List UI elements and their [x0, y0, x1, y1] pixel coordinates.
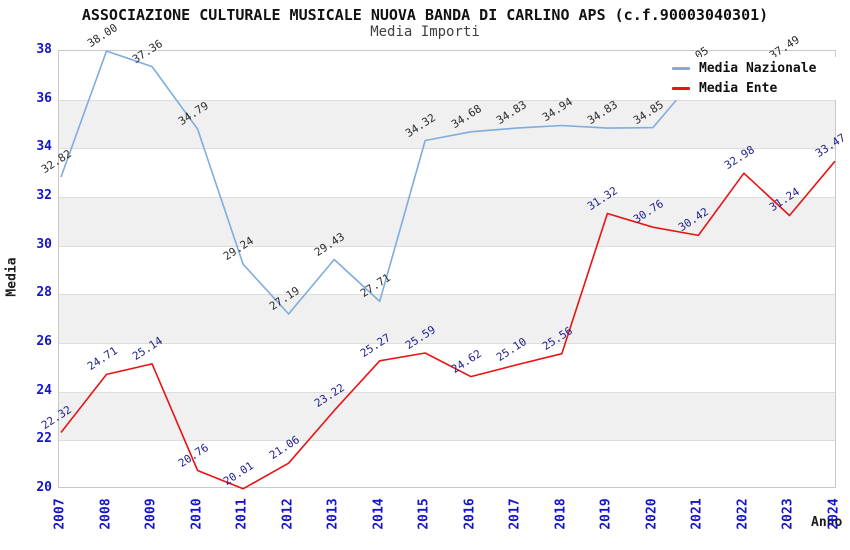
y-tick-label: 22 — [36, 431, 52, 447]
x-tick-label: 2022 — [735, 498, 751, 530]
x-tick-label: 2021 — [689, 498, 705, 530]
series-line-1 — [60, 160, 836, 490]
x-tick-label: 2018 — [553, 498, 569, 530]
x-tick-label: 2007 — [52, 498, 68, 530]
y-tick-label: 26 — [36, 334, 52, 349]
legend-swatch-blue — [672, 67, 690, 71]
y-tick-label: 28 — [36, 285, 52, 301]
series-lines — [60, 50, 836, 490]
gridline — [59, 294, 835, 296]
series-line-0 — [60, 50, 790, 315]
plot-area — [58, 50, 836, 490]
gridline — [59, 391, 835, 393]
legend-label: Media Ente — [699, 80, 778, 96]
x-axis-label: Anno — [811, 515, 843, 530]
x-tick-label: 2012 — [280, 498, 296, 530]
legend: Media Nazionale Media Ente — [662, 57, 836, 100]
y-tick-label: 24 — [36, 382, 52, 398]
plot-band — [59, 294, 835, 343]
plot-band — [59, 197, 835, 246]
gridline — [59, 197, 835, 198]
gridline — [59, 343, 835, 344]
legend-item-media-nazionale: Media Nazionale — [672, 61, 836, 76]
x-tick-label: 2024 — [826, 498, 842, 530]
y-tick-label: 20 — [36, 480, 52, 495]
x-tick-label: 2020 — [644, 498, 660, 530]
y-tick-label: 36 — [36, 90, 52, 106]
gridline — [59, 245, 835, 247]
y-tick-label: 30 — [36, 236, 52, 252]
chart-title: ASSOCIAZIONE CULTURALE MUSICALE NUOVA BA… — [81, 6, 769, 24]
x-tick-label: 2015 — [416, 498, 432, 530]
y-tick-label: 34 — [36, 139, 52, 155]
legend-swatch-red — [672, 86, 690, 90]
x-tick-label: 2023 — [780, 498, 796, 530]
x-tick-label: 2009 — [143, 498, 159, 530]
legend-label: Media Nazionale — [699, 61, 817, 77]
y-tick-label: 38 — [36, 42, 52, 57]
x-tick-label: 2010 — [189, 498, 205, 530]
legend-item-media-ente: Media Ente — [672, 81, 836, 96]
plot-band — [59, 391, 835, 441]
plot-band — [59, 99, 835, 149]
x-tick-label: 2013 — [325, 498, 341, 530]
x-tick-label: 2014 — [371, 498, 387, 530]
gridline — [59, 99, 835, 101]
x-tick-label: 2016 — [462, 498, 478, 530]
y-tick-label: 32 — [36, 188, 52, 203]
x-tick-label: 2011 — [234, 498, 250, 530]
x-tick-label: 2008 — [98, 498, 114, 530]
gridline — [59, 440, 835, 442]
gridline — [59, 148, 835, 150]
chart-subtitle: Media Importi — [370, 24, 480, 40]
x-tick-label: 2019 — [598, 498, 614, 530]
x-tick-label: 2017 — [507, 498, 523, 530]
